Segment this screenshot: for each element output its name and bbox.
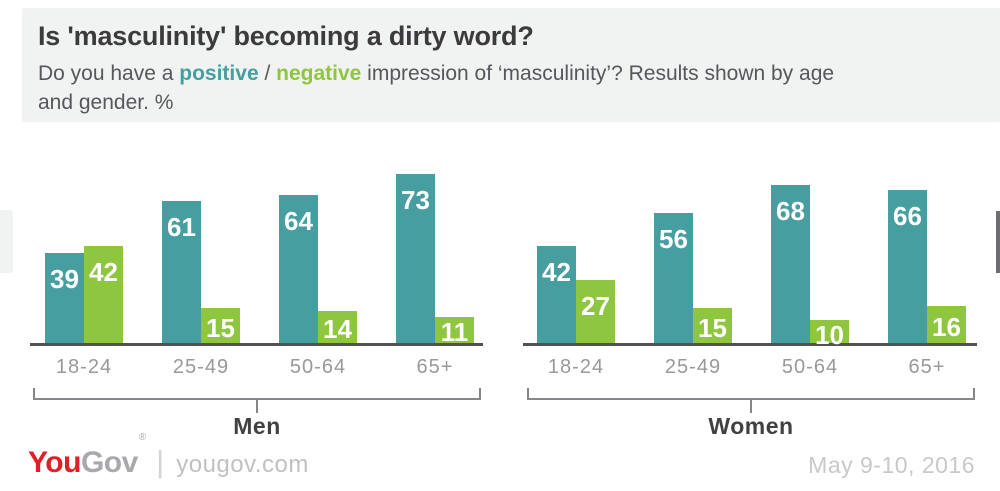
bar-women-50-64-positive: 68 bbox=[771, 185, 810, 343]
bar-value-label: 64 bbox=[284, 206, 313, 236]
bar-value-label: 39 bbox=[50, 264, 79, 294]
bar-women-18-24-negative: 27 bbox=[576, 280, 615, 343]
subtitle-prefix: Do you have a bbox=[38, 62, 180, 85]
group-label-men: Men bbox=[233, 413, 281, 439]
bracket-tick-center bbox=[750, 398, 752, 413]
bar-men-25-49-positive: 61 bbox=[162, 201, 201, 343]
divider-bar-icon: | bbox=[156, 444, 165, 479]
bar-men-65+-positive: 73 bbox=[396, 174, 435, 343]
bar-value-label: 73 bbox=[401, 185, 430, 215]
footer-brand-row: YouGov® | yougov.com bbox=[28, 432, 309, 480]
chart-title: Is 'masculinity' becoming a dirty word? bbox=[38, 21, 534, 51]
bar-value-label: 11 bbox=[440, 317, 469, 347]
bracket-tick-center bbox=[256, 398, 258, 413]
bar-men-65+-negative: 11 bbox=[435, 317, 474, 347]
chart-header: Is 'masculinity' becoming a dirty word? … bbox=[22, 8, 1000, 122]
next-slide-edge[interactable] bbox=[996, 211, 1000, 273]
bar-value-label: 66 bbox=[893, 201, 922, 231]
bar-value-label: 15 bbox=[206, 313, 235, 343]
subtitle-suffix-line2: and gender. % bbox=[38, 91, 174, 114]
logo-you-text: You bbox=[28, 446, 81, 479]
age-label-women-50-64: 50-64 bbox=[781, 356, 839, 378]
bar-women-65+-positive: 66 bbox=[888, 190, 927, 343]
axis-women bbox=[523, 343, 977, 346]
age-label-women-18-24: 18-24 bbox=[547, 356, 605, 378]
bar-women-25-49-negative: 15 bbox=[693, 308, 732, 343]
bar-value-label: 68 bbox=[776, 196, 805, 226]
previous-slide-edge[interactable] bbox=[0, 210, 13, 273]
age-label-women-25-49: 25-49 bbox=[664, 356, 722, 378]
bar-women-50-64-negative: 10 bbox=[810, 320, 849, 348]
bar-men-25-49-negative: 15 bbox=[201, 308, 240, 343]
group-label-women: Women bbox=[708, 413, 794, 439]
age-label-men-50-64: 50-64 bbox=[289, 356, 347, 378]
yougov-url[interactable]: yougov.com bbox=[176, 451, 309, 478]
bar-men-50-64-negative: 14 bbox=[318, 311, 357, 343]
bar-value-label: 15 bbox=[698, 313, 727, 343]
bar-value-label: 56 bbox=[659, 224, 688, 254]
bracket-tick-left bbox=[33, 388, 35, 400]
chart-subtitle: Do you have a positive / negative impres… bbox=[38, 59, 960, 117]
age-label-women-65+: 65+ bbox=[908, 356, 946, 378]
bar-value-label: 61 bbox=[167, 212, 196, 242]
bracket-tick-right bbox=[479, 388, 481, 400]
axis-men bbox=[30, 343, 483, 346]
bar-value-label: 42 bbox=[89, 257, 118, 287]
bar-women-65+-negative: 16 bbox=[927, 306, 966, 343]
bar-value-label: 16 bbox=[932, 312, 961, 342]
bar-value-label: 42 bbox=[542, 257, 571, 287]
registered-mark-icon: ® bbox=[138, 432, 147, 443]
bar-value-label: 14 bbox=[323, 314, 352, 344]
bracket-tick-left bbox=[527, 388, 529, 400]
positive-legend-word: positive bbox=[179, 62, 259, 85]
bar-value-label: 27 bbox=[581, 291, 610, 321]
survey-date: May 9-10, 2016 bbox=[808, 452, 975, 478]
negative-legend-word: negative bbox=[276, 62, 362, 85]
logo-gov-text: Gov bbox=[80, 446, 138, 479]
bar-men-18-24-negative: 42 bbox=[84, 246, 123, 343]
bar-value-label: 10 bbox=[815, 320, 844, 350]
age-label-men-65+: 65+ bbox=[416, 356, 454, 378]
subtitle-separator: / bbox=[258, 62, 277, 85]
yougov-logo[interactable]: YouGov® bbox=[28, 432, 146, 480]
bracket-tick-right bbox=[973, 388, 975, 400]
bar-women-18-24-positive: 42 bbox=[537, 246, 576, 343]
age-label-men-25-49: 25-49 bbox=[172, 356, 230, 378]
bar-women-25-49-positive: 56 bbox=[654, 213, 693, 343]
age-label-men-18-24: 18-24 bbox=[55, 356, 113, 378]
bar-men-50-64-positive: 64 bbox=[279, 195, 318, 343]
bar-men-18-24-positive: 39 bbox=[45, 253, 84, 343]
subtitle-suffix-line1: impression of ‘masculinity’? Results sho… bbox=[361, 62, 835, 85]
